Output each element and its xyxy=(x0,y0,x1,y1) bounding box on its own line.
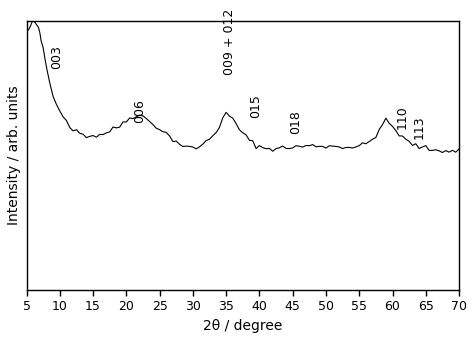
Text: 015: 015 xyxy=(249,94,263,118)
Text: 110: 110 xyxy=(396,105,409,129)
Text: 009 + 012: 009 + 012 xyxy=(223,8,236,75)
Text: 018: 018 xyxy=(289,110,302,134)
Text: 006: 006 xyxy=(133,99,146,123)
X-axis label: 2θ / degree: 2θ / degree xyxy=(203,319,283,333)
Y-axis label: Intensity / arb. units: Intensity / arb. units xyxy=(7,86,21,225)
Text: 003: 003 xyxy=(50,46,63,69)
Text: 113: 113 xyxy=(412,116,426,139)
